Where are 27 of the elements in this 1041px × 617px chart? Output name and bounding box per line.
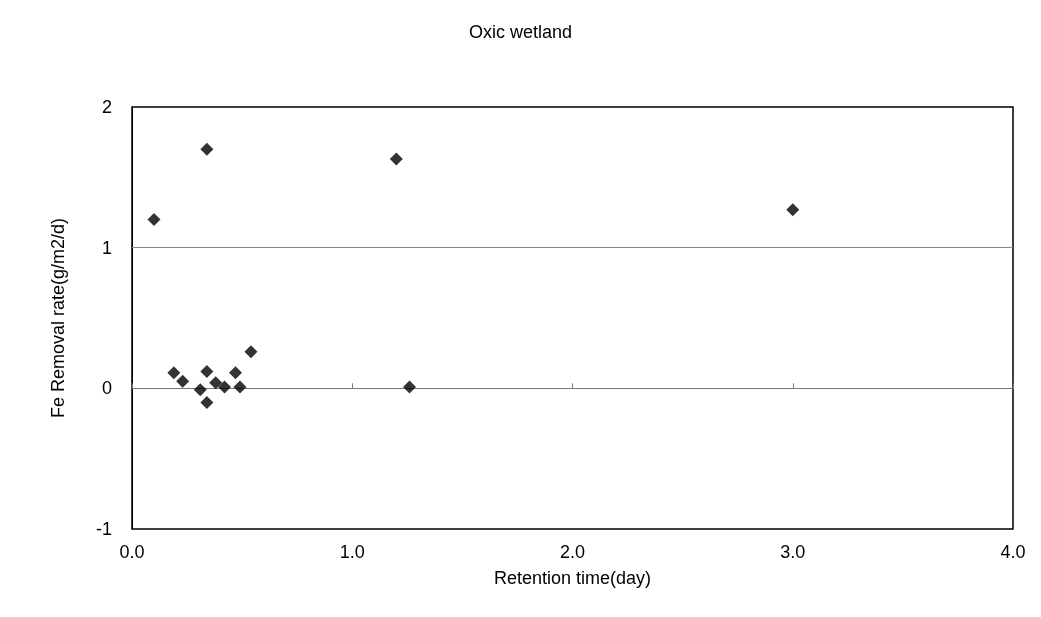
- point: [200, 142, 214, 156]
- point: [786, 203, 800, 217]
- x-tick-label: 1.0: [339, 542, 365, 562]
- y-tick-label: 0: [101, 378, 112, 399]
- y-axis-title: Fe Removal rate(g/m2/d): [48, 217, 68, 419]
- chart-title: Oxic wetland: [468, 22, 573, 42]
- y-tick-label: 2: [101, 97, 112, 117]
- point: [147, 213, 161, 227]
- x-tick-label: 4.0: [1000, 542, 1026, 562]
- x-tick-label: 0.0: [119, 542, 145, 562]
- y-tick-label: -1: [95, 519, 112, 539]
- point: [200, 364, 214, 378]
- point: [229, 366, 243, 380]
- x-tick-label: 3.0: [780, 542, 806, 562]
- point: [233, 380, 247, 394]
- point: [403, 380, 417, 394]
- point: [193, 383, 207, 397]
- point: [389, 152, 403, 166]
- point: [176, 374, 190, 388]
- point: [167, 366, 181, 380]
- point: [209, 376, 223, 390]
- point: [200, 395, 214, 409]
- point: [218, 380, 232, 394]
- y-tick-label: 1: [101, 237, 112, 258]
- x-tick-label: 2.0: [559, 542, 586, 562]
- x-axis-title: Retention time(day): [493, 568, 652, 588]
- point: [244, 345, 258, 359]
